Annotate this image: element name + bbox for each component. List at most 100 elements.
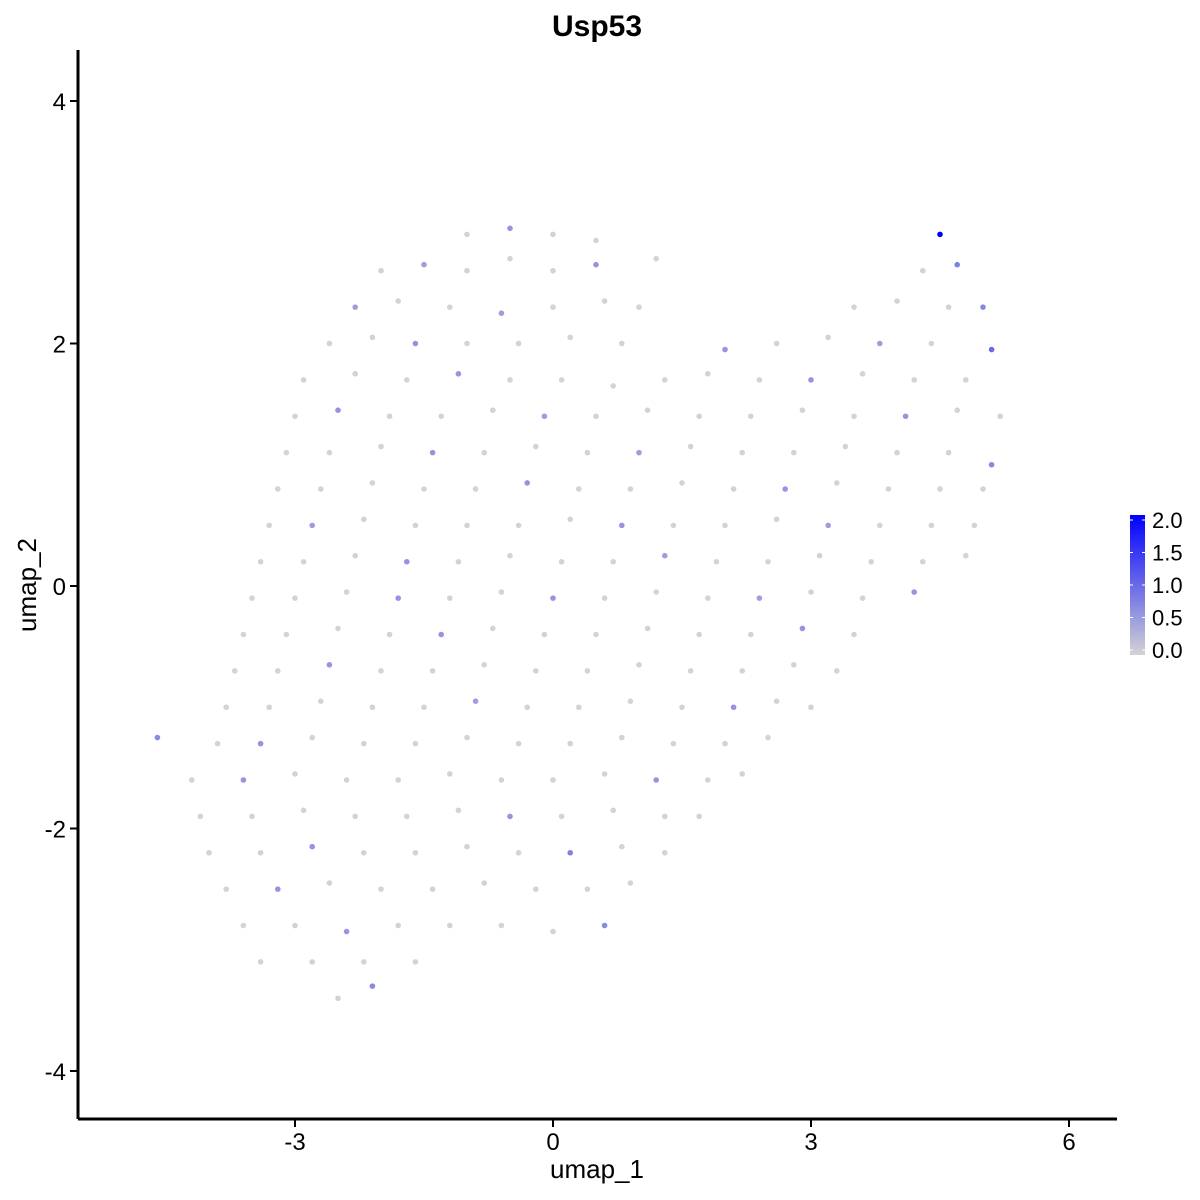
data-point xyxy=(670,522,677,529)
data-point xyxy=(455,558,462,565)
data-point xyxy=(378,267,384,274)
data-point xyxy=(954,407,960,413)
data-point xyxy=(412,522,419,529)
data-point xyxy=(300,807,307,814)
data-point xyxy=(206,849,212,856)
data-point xyxy=(429,449,436,456)
data-point xyxy=(257,849,264,856)
data-point xyxy=(679,480,685,486)
data-point xyxy=(730,486,737,492)
data-point xyxy=(593,261,599,268)
data-point xyxy=(988,346,995,353)
data-point xyxy=(963,552,969,559)
data-point xyxy=(653,589,659,595)
data-point xyxy=(464,340,470,347)
data-point xyxy=(343,589,350,595)
data-point xyxy=(791,449,797,456)
x-tick-label: 6 xyxy=(1062,1129,1075,1156)
data-point xyxy=(550,595,556,601)
data-point xyxy=(799,407,806,413)
data-point xyxy=(980,304,986,310)
data-point xyxy=(421,261,427,268)
data-point xyxy=(515,340,522,347)
data-point xyxy=(498,589,505,595)
data-point xyxy=(696,813,702,820)
data-point xyxy=(438,413,445,420)
data-point xyxy=(601,595,608,601)
data-point xyxy=(799,625,806,632)
data-point xyxy=(670,740,677,747)
data-point xyxy=(507,377,513,383)
data-point xyxy=(361,959,367,965)
y-tick-label: -4 xyxy=(45,1059,66,1086)
data-point xyxy=(567,849,573,856)
data-point xyxy=(636,449,642,456)
data-point xyxy=(257,959,264,965)
data-point xyxy=(490,625,496,632)
data-point xyxy=(386,413,393,420)
data-point xyxy=(550,777,556,783)
data-point xyxy=(275,486,281,492)
data-point xyxy=(997,413,1003,420)
data-point xyxy=(644,625,651,632)
data-point xyxy=(240,631,247,638)
data-point xyxy=(756,377,763,383)
data-point xyxy=(378,886,384,892)
data-point xyxy=(584,668,591,674)
data-point xyxy=(662,377,668,383)
data-point xyxy=(515,522,522,529)
data-point xyxy=(352,304,359,310)
data-point xyxy=(558,813,565,820)
data-point xyxy=(550,304,556,310)
y-ticks: -4 -2 0 2 4 xyxy=(45,89,78,1086)
data-point xyxy=(361,849,367,856)
data-point xyxy=(696,413,702,420)
chart-title: Usp53 xyxy=(552,10,642,43)
data-point xyxy=(352,371,359,377)
x-ticks: -3 0 3 6 xyxy=(284,1119,1076,1156)
data-point xyxy=(318,698,324,704)
data-point xyxy=(834,480,840,486)
data-point xyxy=(593,413,599,420)
data-point xyxy=(877,522,883,529)
points-layer xyxy=(154,225,1003,1002)
data-point xyxy=(601,771,608,777)
data-point xyxy=(240,777,247,783)
data-point xyxy=(722,346,728,353)
colorbar-label: 1.0 xyxy=(1152,573,1183,598)
data-point xyxy=(662,849,668,856)
colorbar-ticks: 2.0 1.5 1.0 0.5 0.0 xyxy=(1130,508,1183,663)
data-point xyxy=(352,813,359,820)
data-point xyxy=(550,231,556,238)
data-point xyxy=(971,522,978,529)
data-point xyxy=(232,668,238,674)
data-point xyxy=(808,589,814,595)
data-point xyxy=(584,886,591,892)
data-point xyxy=(335,625,341,632)
data-point xyxy=(627,698,634,704)
data-point xyxy=(189,777,195,783)
data-point xyxy=(455,807,462,814)
data-point xyxy=(756,595,763,601)
data-point xyxy=(369,983,376,989)
data-point xyxy=(257,740,264,747)
data-point xyxy=(300,377,307,383)
data-point xyxy=(653,777,659,783)
data-point xyxy=(309,734,316,741)
y-tick-label: 2 xyxy=(53,332,66,359)
x-axis-label: umap_1 xyxy=(550,1154,644,1184)
data-point xyxy=(894,449,900,456)
data-point xyxy=(696,631,702,638)
data-point xyxy=(283,449,290,456)
data-point xyxy=(610,558,616,565)
data-point xyxy=(765,734,771,741)
data-point xyxy=(507,813,513,820)
data-point xyxy=(257,558,264,565)
data-point xyxy=(352,552,359,559)
data-point xyxy=(464,843,470,850)
data-point xyxy=(404,377,410,383)
data-point xyxy=(902,413,909,420)
data-point xyxy=(447,304,453,310)
data-point xyxy=(619,340,625,347)
data-point xyxy=(541,413,548,420)
